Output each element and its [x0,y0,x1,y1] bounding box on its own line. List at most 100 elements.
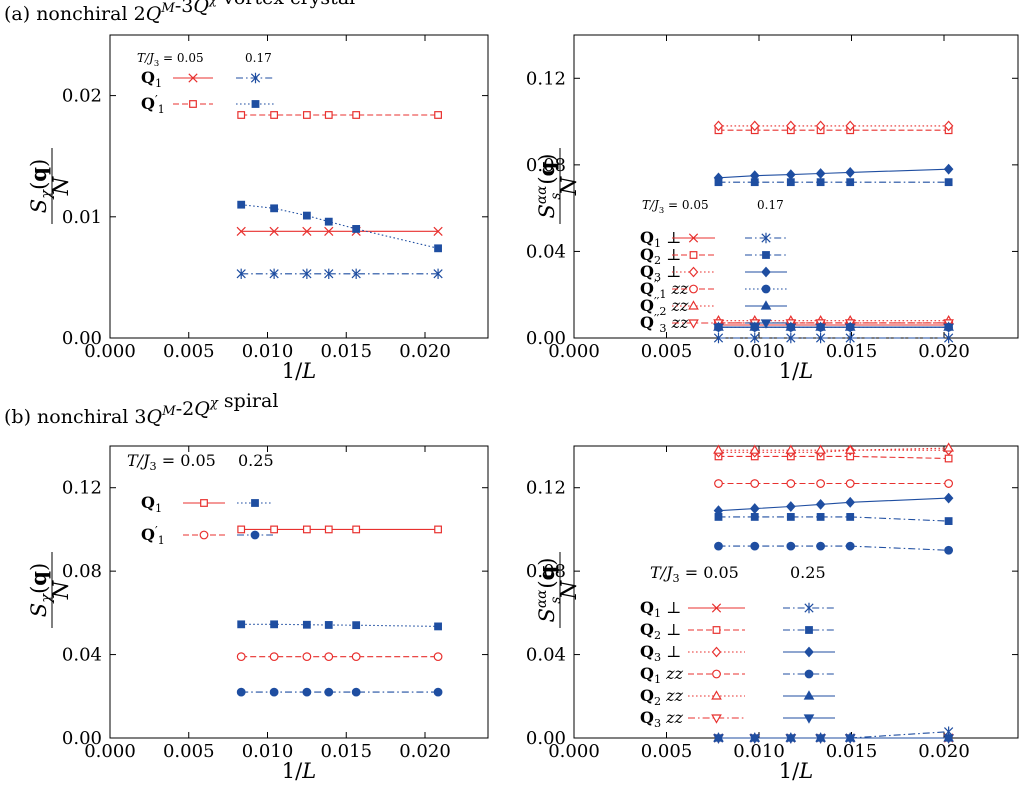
panels: 0.000 0.005 0.010 0.015 0.020 0.00 0.01 0.02 1/L… [26,34,1019,783]
data-point [324,687,334,697]
series-red-2 [713,120,954,132]
data-point [749,444,761,454]
data-point [944,517,953,525]
legend-marker [760,319,772,329]
legend-marker [804,646,814,658]
data-point [815,444,826,454]
data-point [434,622,442,631]
data-point [943,163,954,175]
legend-marker [761,284,771,294]
data-point [434,111,442,119]
legend-header-2: 0.17 [245,51,272,65]
legend-header-2: 0.25 [238,451,274,470]
data-point [236,268,246,279]
series-line [718,516,949,522]
x-tick-label: 0.000 [84,741,136,762]
data-point [816,541,826,551]
legend-marker [188,73,198,83]
legend-marker [251,100,260,108]
data-point [352,225,361,233]
series-blue-9 [714,541,954,555]
data-point [302,268,312,279]
data-point [433,226,443,236]
y-tick-label: 0.08 [62,561,102,582]
legend-entry-label: Q′1 [141,93,165,116]
y-axis-denominator: N [557,580,581,600]
data-point [750,332,760,344]
y-tick-label: 0.04 [526,241,566,262]
data-point [943,442,954,452]
data-point [944,178,953,187]
data-point [750,513,759,521]
legend-marker [199,530,209,540]
data-point [713,734,724,744]
series-blue-2 [237,620,442,631]
y-tick-label: 0.00 [526,728,566,749]
x-tick-label: 0.010 [733,341,785,362]
legend-entry-label: Q3 zz [640,708,684,730]
series-blue-2 [236,268,443,279]
series-red-1 [714,126,953,135]
data-point [351,652,361,662]
data-point [749,323,761,333]
legend-marker [251,499,259,507]
data-point [302,211,311,220]
x-axis-label: 1/L [282,359,316,383]
legend-marker [711,714,722,724]
data-point [816,479,826,488]
data-point [944,454,953,463]
data-point [785,444,797,454]
legend-entry-label: Q′1 [141,524,165,547]
data-point [324,268,334,279]
legend-entry-label: Q1 [141,493,162,515]
x-axis-label: 1/L [779,759,813,783]
legend-header: T/J3 = 0.05 [650,563,739,585]
legend-marker [803,690,815,700]
y-tick-label: 0.08 [526,155,566,176]
y-axis-label: Sχ(q) [26,159,55,213]
data-point [845,167,856,178]
legend-marker [803,714,815,724]
series-red-0 [236,226,443,236]
data-point [749,503,760,514]
data-point [815,332,826,344]
data-point [352,111,361,119]
x-tick-label: 0.020 [918,341,970,362]
data-point [944,479,954,488]
series-red-0 [237,525,442,534]
legend-entry-label: Q′′2 zz [640,295,689,318]
legend-marker [760,300,772,310]
series-red-0 [713,320,954,330]
data-point [786,120,796,132]
y-tick-label: 0.01 [62,207,102,228]
data-point [785,323,797,333]
legend-entry-label: Q2 zz [640,686,684,708]
data-point [237,525,246,534]
data-point [844,444,856,454]
legend-entry-label: Q1 ⊥ [640,598,681,620]
series-blue-7 [714,178,953,187]
y-axis-label: Sααs(q) [534,558,564,623]
legend-marker [761,266,771,278]
y-axis-denominator: N [49,176,73,196]
data-point [816,513,825,521]
data-point [845,332,855,344]
legend-entry-label: Q2 ⊥ [640,620,681,642]
data-point [749,170,760,182]
chart-b-left: 0.000 0.005 0.010 0.015 0.020 0.00 0.04 0.08 0.1… [26,445,489,783]
data-point [269,268,279,279]
series-line [718,168,949,179]
y-tick-label: 0.04 [62,645,102,666]
data-point [324,217,333,226]
data-point [845,479,855,488]
x-tick-label: 0.000 [84,341,136,362]
data-point [324,652,334,662]
series-red-3 [714,479,954,488]
legend-marker [711,603,722,613]
data-point [434,244,442,253]
data-point [749,120,760,132]
data-point [943,492,954,504]
data-point [714,541,723,551]
